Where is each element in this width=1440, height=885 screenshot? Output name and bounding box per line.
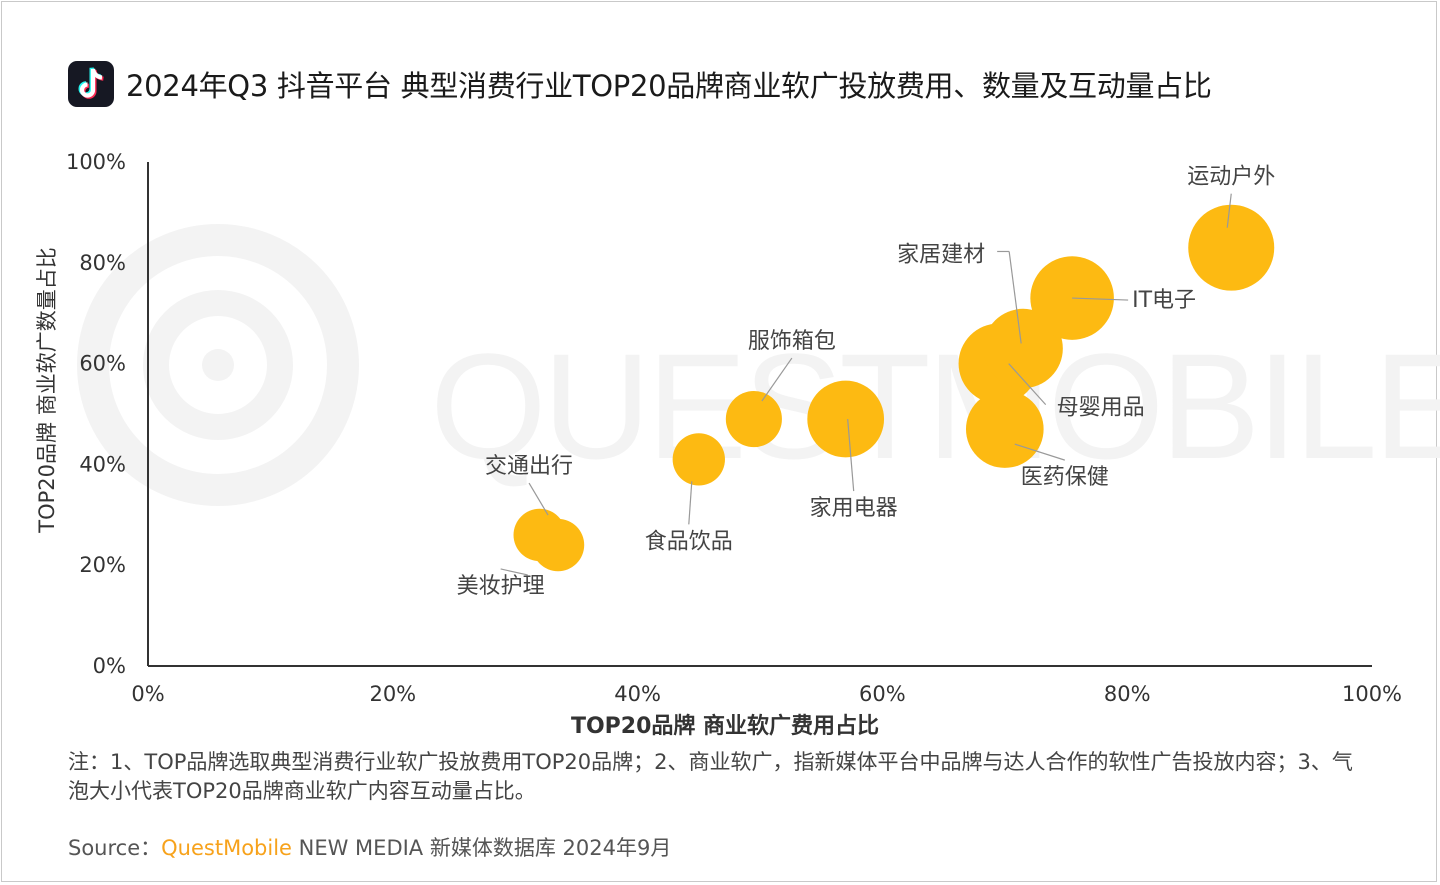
y-tick-label: 20% [79,553,126,577]
source-label: Source： [68,836,162,860]
y-axis-title: TOP20品牌 商业软广数量占比 [35,247,59,533]
x-tick-label: 0% [131,682,164,706]
bubble [965,390,1044,468]
bubble-label: 母婴用品 [1057,396,1145,421]
watermark-ring [77,224,359,506]
bubble [807,380,885,458]
watermark-text: QUESTMOBILE [430,322,1440,490]
source-line: Source：QuestMobile NEW MEDIA 新媒体数据库 2024… [68,832,671,862]
bubble-label: IT电子 [1132,288,1196,313]
watermark-inner-ring [143,290,293,440]
bubble-label: 运动户外 [1187,165,1275,190]
y-tick-label: 100% [66,150,126,174]
leader-line [528,482,549,516]
bubble-label: 家用电器 [810,496,898,521]
x-tick-label: 100% [1342,682,1402,706]
bubble-label: 美妆护理 [457,574,545,599]
x-axis-title: TOP20品牌 商业软广费用占比 [570,714,880,739]
leader-line [1008,363,1047,406]
source-text: NEW MEDIA 新媒体数据库 2024年9月 [291,836,672,860]
watermark: QUESTMOBILE [77,224,1440,506]
leader-line [1008,251,1022,344]
x-tick-label: 40% [614,682,661,706]
chart-title: 2024年Q3 抖音平台 典型消费行业TOP20品牌商业软广投放费用、数量及互动… [126,69,1212,103]
y-tick-label: 40% [79,452,126,476]
bubble-label: 家居建材 [897,242,985,267]
bubbles [513,204,1275,572]
source-brand: QuestMobile [161,836,292,860]
axes: 0% 20% 40% 60% 80% 100% 0% 20% 40% 60% 80% 100% [66,150,1402,706]
bubble [1030,256,1114,340]
bubble-label: 食品饮品 [645,529,733,554]
y-tick-label: 0% [93,654,126,678]
bubble [983,308,1063,389]
leader-line [847,418,855,492]
footnote: 注：1、TOP品牌选取典型消费行业软广投放费用TOP20品牌；2、商业软广，指新… [68,750,1353,803]
bubble-label: 服饰箱包 [748,329,836,354]
watermark-dot [202,349,234,381]
y-tick-label: 80% [79,251,126,275]
y-tick-label: 60% [79,352,126,376]
bubble [672,433,725,486]
leader-line [688,481,693,525]
x-tick-label: 20% [369,682,416,706]
leader-line [761,357,793,402]
leader-line [500,568,528,576]
leader-line [1072,297,1129,301]
bubble-label: 医药保健 [1021,465,1109,490]
bubble [725,390,782,448]
leader-line [1014,443,1065,461]
bubble [531,518,585,572]
bubble [1188,204,1275,291]
leader-line [1226,193,1232,228]
bubble-label: 交通出行 [485,454,573,479]
douyin-logo-icon [68,61,114,107]
header: 2024年Q3 抖音平台 典型消费行业TOP20品牌商业软广投放费用、数量及互动… [68,61,1212,107]
x-tick-label: 60% [859,682,906,706]
x-tick-label: 80% [1104,682,1151,706]
